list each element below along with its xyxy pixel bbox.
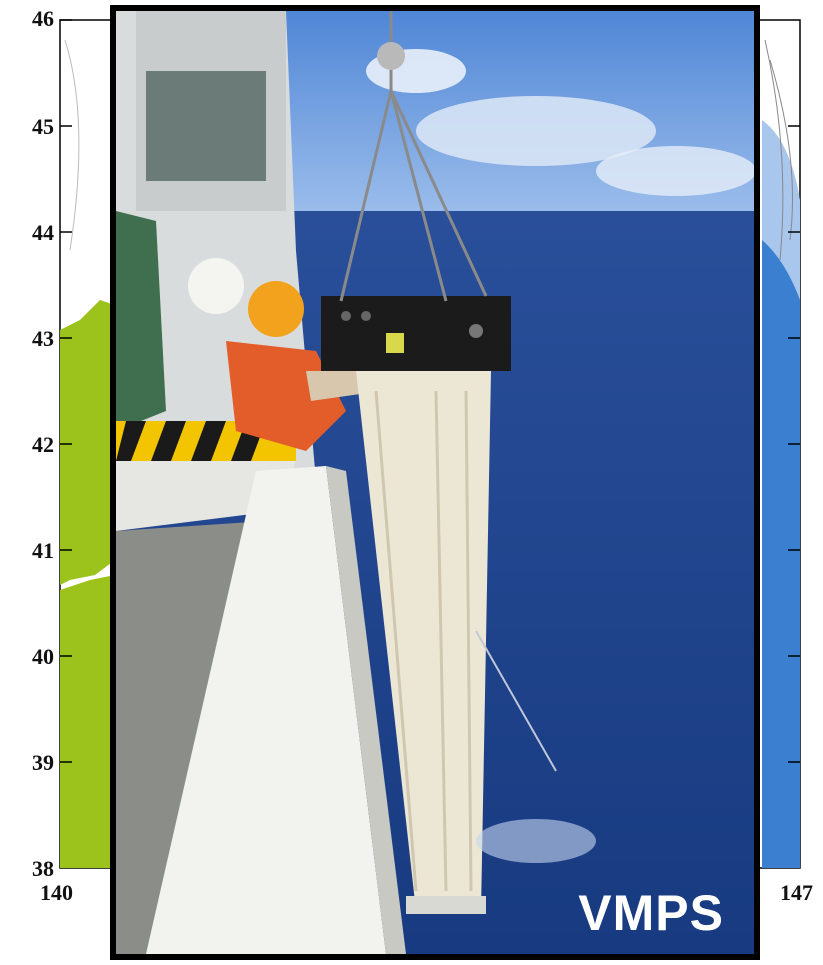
vmps-photo [116, 11, 754, 954]
lat-ticks [60, 19, 800, 763]
photo-label: VMPS [578, 885, 724, 941]
lat-label-38: 38 [32, 856, 54, 881]
lon-label-140: 140 [40, 880, 73, 905]
lon-label-147: 147 [780, 880, 813, 905]
land-hokkaido [60, 300, 115, 585]
land-honshu [60, 575, 115, 868]
lat-label-46: 46 [32, 6, 54, 31]
photo-frame: VMPS [110, 5, 760, 960]
lat-label-45: 45 [32, 114, 54, 139]
lat-label-42: 42 [32, 432, 54, 457]
lat-label-43: 43 [32, 326, 54, 351]
deep-ocean [762, 240, 800, 868]
lat-label-41: 41 [32, 538, 54, 563]
lat-label-39: 39 [32, 750, 54, 775]
lat-label-44: 44 [32, 220, 54, 245]
lat-label-40: 40 [32, 644, 54, 669]
